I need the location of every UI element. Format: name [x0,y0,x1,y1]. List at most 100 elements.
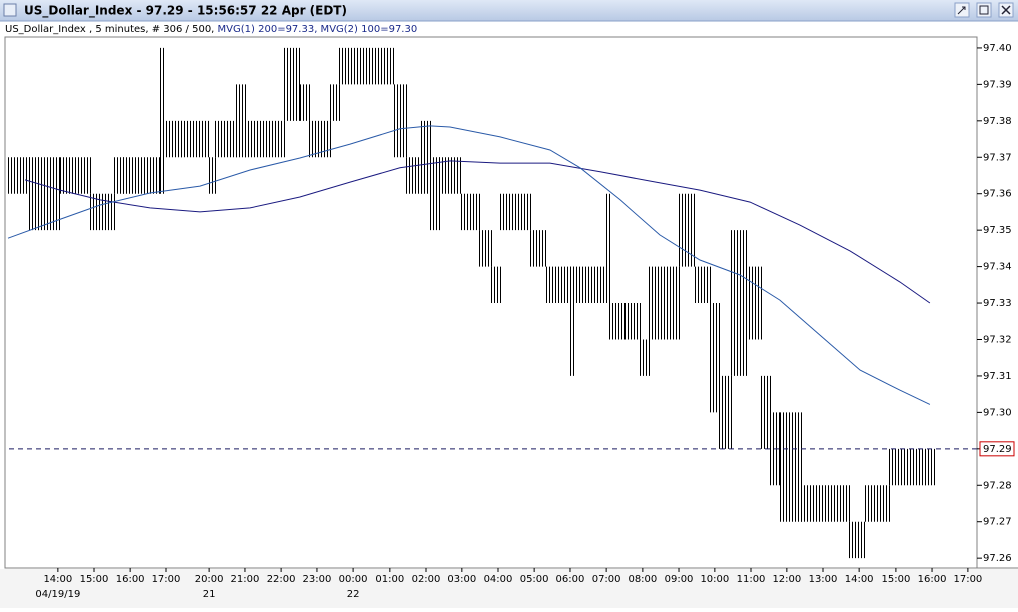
y-tick-label: 97.34 [983,262,1012,273]
price-bar [609,303,625,340]
y-tick-label: 97.36 [983,189,1012,200]
price-bar [430,157,440,231]
x-tick-label: 14:00 [845,574,874,585]
x-tick-label: 07:00 [592,574,621,585]
price-bar [309,120,331,158]
price-bar [8,157,30,194]
x-tick-label: 16:00 [116,574,145,585]
info-text: US_Dollar_Index , 5 minutes, # 306 / 500… [5,24,218,35]
price-bar [710,303,720,413]
moving-average [24,160,931,304]
y-tick-label: 97.27 [983,517,1012,528]
last-price-box [979,441,1015,457]
y-tick-label: 97.33 [983,298,1012,309]
price-bar [746,266,762,340]
x-tick-label: 14:00 [43,574,72,585]
price-bar [479,230,492,267]
x-tick-label: 15:00 [881,574,910,585]
price-bar [679,193,695,267]
price-bar [123,157,160,194]
x-tick-label: 16:00 [918,574,947,585]
price-bar [500,193,531,231]
info-line: US_Dollar_Index , 5 minutes, # 306 / 500… [5,24,417,35]
x-tick-label: 12:00 [772,574,801,585]
price-bar [114,157,124,194]
price-bar [394,84,407,158]
x-tick-label: 02:00 [412,574,441,585]
last-price-label: 97.29 [983,444,1012,455]
window-title: US_Dollar_Index - 97.29 - 15:56:57 22 Ap… [24,4,347,19]
price-bar [421,120,431,194]
price-bar [90,193,115,231]
price-bar [491,266,501,304]
x-tick-label: 10:00 [700,574,729,585]
date-tick-label: 22 [347,589,360,600]
x-tick-label: 20:00 [195,574,224,585]
price-bar [163,120,182,158]
price-bar [300,84,310,121]
x-tick-label: 06:00 [556,574,585,585]
moving-average [7,125,931,405]
price-bar [29,157,39,231]
price-bar [625,303,641,340]
price-bar [330,84,340,121]
x-tick-label: 23:00 [303,574,332,585]
price-bar [640,339,650,376]
x-tick-label: 21:00 [231,574,260,585]
price-bar [731,230,747,376]
x-tick-label: 08:00 [628,574,657,585]
maximize-icon [979,5,989,15]
price-bar [284,47,300,121]
maximize-button[interactable] [976,2,992,18]
x-tick-label: 03:00 [447,574,476,585]
price-bar [780,412,802,522]
y-tick-label: 97.32 [983,334,1012,345]
y-tick-label: 97.31 [983,371,1012,382]
y-tick-label: 97.37 [983,152,1012,163]
price-bar [60,157,91,194]
price-bar [339,47,394,85]
y-tick-label: 97.26 [983,553,1012,564]
x-tick-label: 01:00 [375,574,404,585]
price-bar [770,412,780,486]
close-icon [1001,5,1011,15]
restore-icon [957,6,966,15]
date-tick-label: 21 [203,589,216,600]
x-tick-label: 04:00 [484,574,513,585]
price-bar [236,84,246,158]
price-bar [849,521,865,559]
price-bar [215,120,237,158]
x-tick-label: 00:00 [339,574,368,585]
price-bar [649,266,680,340]
price-bar [889,448,926,486]
y-tick-label: 97.30 [983,407,1012,418]
y-tick-label: 97.40 [983,43,1012,54]
title-bar [0,0,1018,21]
x-tick-label: 13:00 [809,574,838,585]
x-axis-bg [0,569,1018,608]
price-bar [865,485,890,522]
price-bar [38,157,60,231]
x-tick-label: 17:00 [953,574,982,585]
price-bar [245,120,285,158]
price-bar [461,193,480,231]
price-bar [695,266,711,304]
y-tick-label: 97.28 [983,480,1012,491]
ma-info: MVG(1) 200=97.33, MVG(2) 100=97.30 [218,24,418,35]
price-bar [925,448,935,486]
price-bar [160,47,164,194]
y-tick-label: 97.39 [983,79,1012,90]
price-bar [181,120,209,158]
window-buttons[interactable] [954,2,1014,18]
price-bar [573,266,607,304]
x-tick-label: 11:00 [737,574,766,585]
x-tick-label: 09:00 [665,574,694,585]
x-tick-label: 15:00 [80,574,109,585]
price-bar [530,230,546,267]
price-bar [406,157,422,194]
price-bar [719,375,732,449]
y-tick-label: 97.38 [983,116,1012,127]
x-tick-label: 22:00 [267,574,296,585]
x-tick-label: 17:00 [152,574,181,585]
y-tick-label: 97.35 [983,225,1012,236]
